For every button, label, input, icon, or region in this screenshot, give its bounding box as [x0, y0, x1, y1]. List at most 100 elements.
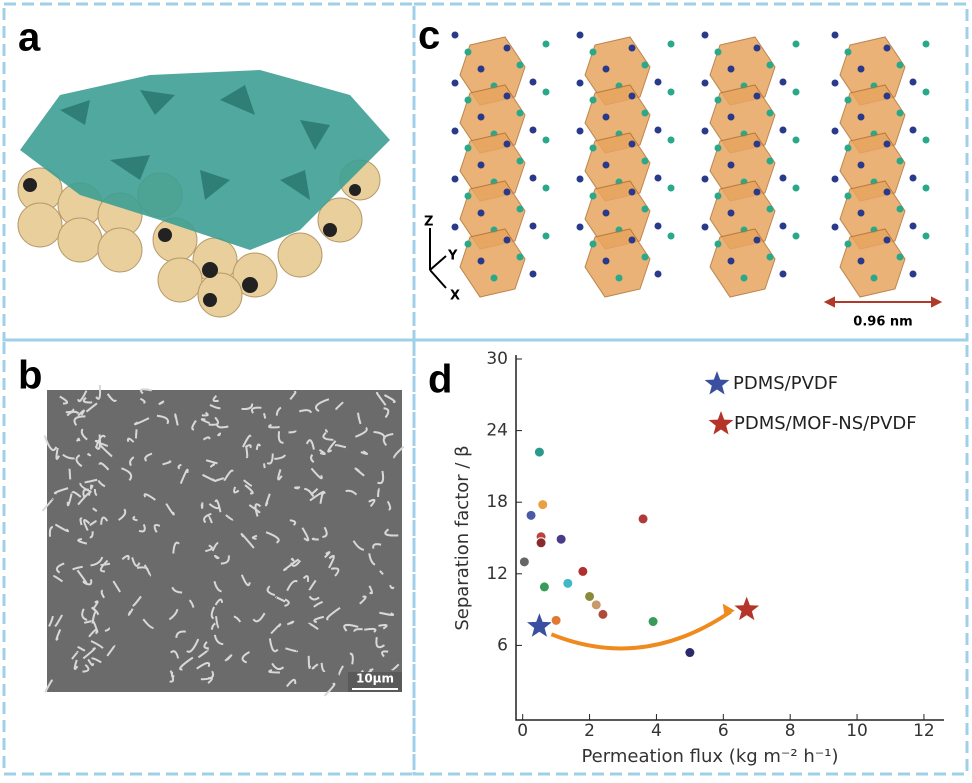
x-tick-label: 10 — [846, 721, 868, 741]
atom — [883, 188, 891, 196]
ridge — [207, 515, 213, 524]
octahedron — [839, 132, 906, 202]
ridge — [268, 669, 280, 674]
ridge — [322, 431, 334, 441]
x-tick-label: 0 — [517, 721, 528, 741]
ridge — [359, 595, 367, 605]
ridge — [203, 641, 209, 650]
ridge — [162, 460, 172, 466]
ridge — [196, 662, 211, 670]
atom — [464, 144, 472, 152]
ridge — [75, 454, 83, 468]
ridge — [323, 682, 336, 697]
ridge — [94, 439, 109, 447]
atom — [628, 44, 636, 52]
atom — [714, 192, 722, 200]
ridge — [389, 584, 395, 590]
atom — [831, 223, 839, 231]
ridge — [266, 453, 274, 465]
ridge — [205, 544, 213, 553]
ridge — [275, 596, 286, 603]
atom — [753, 236, 761, 244]
ridge — [268, 423, 280, 429]
ridge — [165, 503, 175, 516]
atom — [516, 109, 524, 117]
axis-frame — [515, 355, 944, 721]
ridge — [212, 395, 219, 403]
ridge — [335, 401, 344, 410]
atom — [667, 184, 675, 192]
ridge — [241, 403, 254, 411]
atom — [922, 40, 930, 48]
ridge — [82, 647, 96, 660]
atom — [922, 184, 930, 192]
atom — [667, 136, 675, 144]
atom — [831, 31, 839, 39]
ridge — [208, 416, 220, 426]
ridge — [170, 650, 180, 659]
ridge — [375, 637, 386, 649]
point — [597, 608, 609, 620]
ridge — [379, 611, 395, 616]
atom — [779, 222, 787, 230]
ridge — [254, 503, 262, 517]
panel-label: c — [418, 14, 440, 58]
ridge — [121, 467, 133, 481]
ridge — [132, 515, 138, 522]
octahedron — [459, 36, 526, 106]
ridge — [378, 624, 388, 630]
legend-label: PDMS/PVDF — [733, 373, 838, 394]
y-tick-label: 6 — [497, 635, 508, 655]
atom — [503, 140, 511, 148]
ridge — [135, 429, 138, 439]
atom — [516, 205, 524, 213]
axis-name: Z — [424, 215, 433, 230]
atom — [654, 222, 662, 230]
ridge — [304, 487, 315, 498]
atom — [602, 65, 610, 73]
atom — [766, 157, 774, 165]
ridge — [191, 420, 197, 431]
ridge — [90, 606, 98, 613]
ridge — [82, 579, 93, 586]
ridge — [82, 396, 93, 404]
ridge — [263, 413, 267, 419]
atom — [477, 161, 485, 169]
ridge — [283, 558, 300, 572]
octahedron — [584, 180, 651, 250]
atom — [883, 44, 891, 52]
ridge — [381, 650, 389, 658]
sem-image — [47, 390, 402, 692]
ridge — [324, 428, 329, 433]
atom — [922, 232, 930, 240]
atom — [576, 31, 584, 39]
ridge — [179, 468, 189, 484]
ridge — [223, 469, 234, 482]
atom — [589, 144, 597, 152]
ridge — [106, 393, 117, 402]
atom — [529, 174, 537, 182]
ridge — [131, 557, 141, 567]
ridge — [200, 670, 215, 681]
ridge — [138, 524, 146, 533]
ridge — [97, 480, 106, 488]
atom — [602, 113, 610, 121]
ridge — [277, 469, 283, 481]
ridge — [41, 498, 54, 512]
ridge — [104, 627, 110, 632]
ridge — [324, 551, 331, 559]
atom — [516, 253, 524, 261]
ridge — [311, 663, 319, 670]
ridge — [211, 541, 219, 552]
atom — [844, 96, 852, 104]
ridge — [313, 600, 323, 608]
x-tick-label: 8 — [785, 721, 796, 741]
ridge — [93, 488, 98, 497]
atom — [701, 175, 709, 183]
ridge — [393, 445, 405, 459]
ridge — [89, 531, 94, 539]
ridge — [383, 407, 390, 419]
atom — [503, 236, 511, 244]
ridge — [48, 526, 54, 537]
atom — [740, 274, 748, 282]
